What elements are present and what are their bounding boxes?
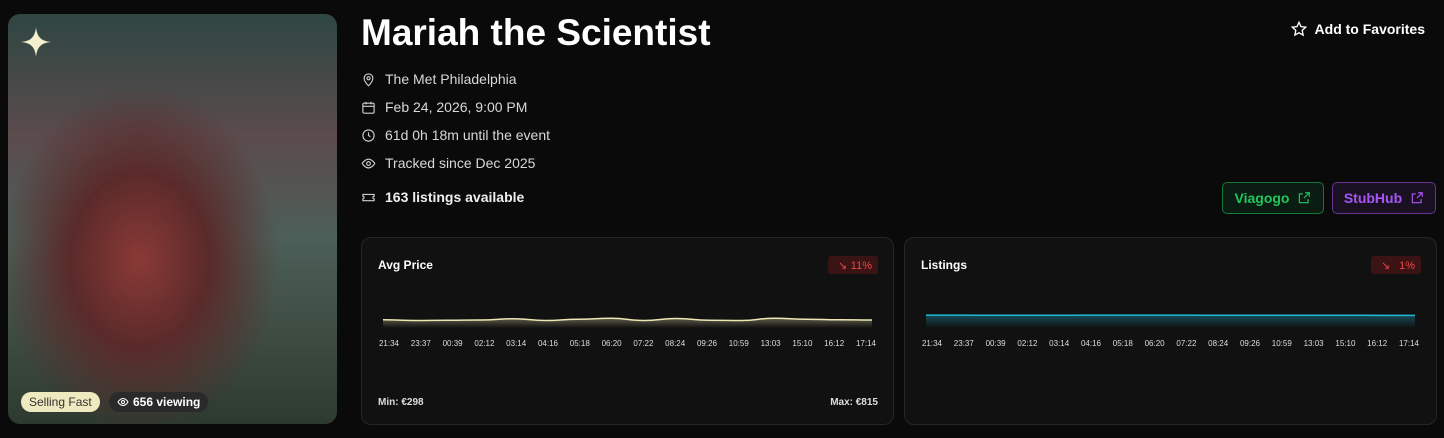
x-tick-label: 02:12 — [1017, 339, 1038, 348]
x-tick-label: 03:14 — [1049, 339, 1070, 348]
line — [382, 317, 873, 322]
viewing-badge: 656 viewing — [109, 392, 209, 412]
chart-title: Listings — [921, 258, 967, 272]
x-tick-label: 15:10 — [792, 339, 813, 348]
x-tick-label: 04:16 — [1081, 339, 1102, 348]
x-tick-label: 05:18 — [570, 339, 591, 348]
area — [926, 315, 1415, 328]
x-tick-label: 00:39 — [986, 339, 1007, 348]
date: Feb 24, 2026, 9:00 PM — [385, 99, 528, 115]
chart-card: Avg Price ↘ 11% 21:34 23:37 00:39 02:12 03:14 04… — [361, 237, 894, 425]
x-tick-label: 03:14 — [506, 339, 527, 348]
x-tick-label: 13:03 — [1304, 339, 1325, 348]
countdown-row: 61d 0h 18m until the event — [361, 127, 550, 143]
x-tick-label: 09:26 — [1240, 339, 1261, 348]
x-tick-label: 07:22 — [1176, 339, 1197, 348]
chart: Listings ↘ 1% 21:34 23:37 00:39 02:12 03:14 04:1… — [921, 256, 1421, 348]
event-image — [8, 14, 337, 424]
x-tick-label: 15:10 — [1335, 339, 1356, 348]
x-tick-label: 02:12 — [474, 339, 495, 348]
venue-row: The Met Philadelphia — [361, 71, 517, 87]
change-text: 1% — [1399, 260, 1415, 272]
x-tick-label: 07:22 — [633, 339, 654, 348]
x-tick-label: 21:34 — [922, 339, 943, 348]
change-text: 11% — [851, 260, 872, 272]
change-badge — [1371, 256, 1421, 274]
x-tick-label: 13:03 — [761, 339, 782, 348]
tracked-row: Tracked since Dec 2025 — [361, 155, 535, 171]
x-tick-label: 10:59 — [1272, 339, 1293, 348]
venue: The Met Philadelphia — [385, 71, 517, 87]
x-tick-label: 06:20 — [602, 339, 623, 348]
chart-title: Avg Price — [378, 258, 433, 272]
star-icon — [21, 27, 51, 57]
x-tick-label: 04:16 — [538, 339, 559, 348]
event-title: Mariah the Scientist — [361, 12, 711, 53]
viewing-text: 656 viewing — [133, 395, 201, 409]
selling-badge: Selling Fast — [21, 392, 100, 412]
change-icon: ↘ — [1381, 260, 1390, 272]
change-badge — [828, 256, 878, 274]
x-tick-label: 08:24 — [665, 339, 686, 348]
x-tick-label: 16:12 — [1367, 339, 1388, 348]
x-tick-label: 23:37 — [411, 339, 432, 348]
link-label: StubHub — [1343, 190, 1403, 206]
x-tick-label: 21:34 — [379, 339, 400, 348]
stubhub-button[interactable]: StubHub — [1332, 182, 1436, 214]
x-tick-label: 17:14 — [1399, 339, 1420, 348]
change-icon: ↘ — [838, 260, 847, 272]
min-label: Min: €298 — [378, 397, 424, 408]
chart-card: Listings ↘ 1% 21:34 23:37 00:39 02:12 03:14 04:1… — [904, 237, 1437, 425]
x-tick-label: 05:18 — [1113, 339, 1134, 348]
x-tick-label: 10:59 — [729, 339, 750, 348]
favorite-text: Add to Favorites — [1314, 21, 1425, 37]
favorite-button[interactable]: Add to Favorites — [1290, 21, 1425, 37]
tracked: Tracked since Dec 2025 — [385, 155, 536, 171]
countdown: 61d 0h 18m until the event — [385, 127, 551, 143]
x-tick-label: 00:39 — [443, 339, 464, 348]
x-tick-label: 06:20 — [1145, 339, 1166, 348]
chart: Avg Price ↘ 11% 21:34 23:37 00:39 02:12 03:14 04… — [378, 256, 878, 408]
link-label: Viagogo — [1234, 190, 1290, 206]
listings-row: 163 listings available — [361, 189, 524, 205]
x-tick-label: 17:14 — [856, 339, 877, 348]
listings: 163 listings available — [385, 189, 525, 205]
x-tick-label: 09:26 — [697, 339, 718, 348]
max-label: Max: €815 — [830, 397, 878, 408]
viagogo-button[interactable]: Viagogo — [1222, 182, 1324, 214]
x-tick-label: 23:37 — [954, 339, 975, 348]
x-tick-label: 08:24 — [1208, 339, 1229, 348]
x-tick-label: 16:12 — [824, 339, 845, 348]
date-row: Feb 24, 2026, 9:00 PM — [361, 99, 527, 115]
